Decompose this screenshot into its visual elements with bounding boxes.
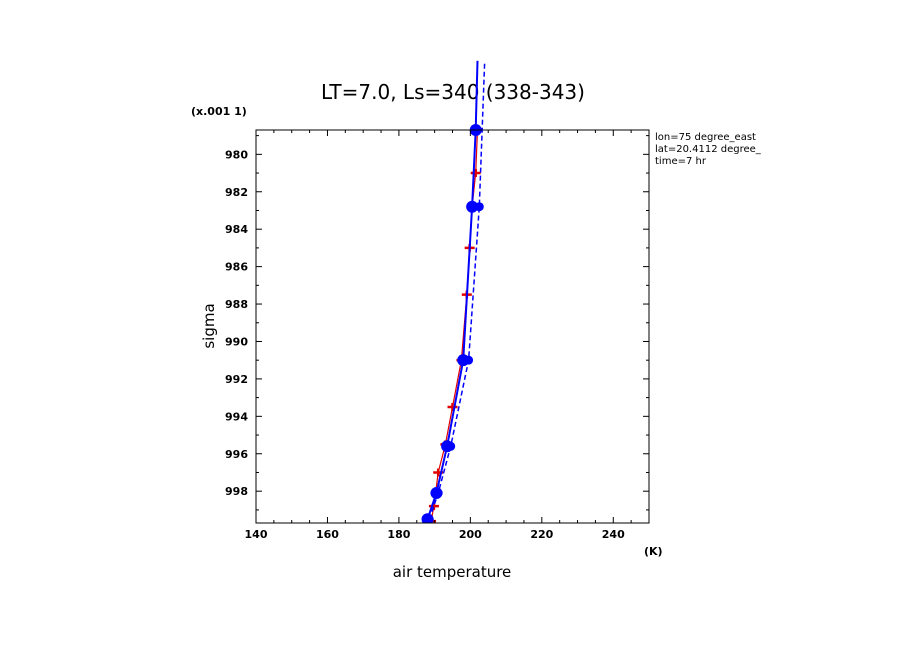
annotation-1: lat=20.4112 degree_ [655, 144, 762, 155]
blue-point-4 [466, 200, 479, 213]
blue-dashed-point-0 [424, 514, 434, 523]
x-tick-label-2: 180 [387, 528, 410, 541]
annotation-2: time=7 hr [655, 156, 707, 167]
y-tick-label-8: 996 [225, 448, 248, 461]
annotation-0: lon=75 degree_east [655, 132, 756, 143]
x-tick-label-4: 220 [530, 528, 553, 541]
chart-title: LT=7.0, Ls=340 (338-343) [321, 80, 585, 104]
x-axis-unit: (K) [644, 545, 663, 558]
y-tick-label-4: 988 [225, 298, 248, 311]
x-tick-label-3: 200 [459, 528, 482, 541]
plot-frame [255, 129, 650, 524]
blue-dashed-point-1 [433, 488, 443, 498]
y-tick-label-7: 994 [225, 410, 248, 423]
y-tick-label-6: 992 [225, 373, 248, 386]
y-tick-label-1: 982 [225, 186, 248, 199]
y-tick-label-0: 980 [225, 148, 248, 161]
y-tick-label-5: 990 [225, 335, 248, 348]
y-axis-unit: (x.001 1) [191, 105, 247, 118]
x-axis-title: air temperature [393, 563, 512, 581]
y-axis-title: sigma [200, 303, 218, 348]
series-layer [421, 60, 486, 523]
y-tick-label-2: 984 [225, 223, 248, 236]
red-point-9 [470, 169, 481, 178]
y-tick-label-3: 986 [225, 261, 248, 274]
series-red-line [430, 129, 479, 522]
blue-dashed-point-2 [446, 441, 456, 451]
x-tick-label-1: 160 [316, 528, 339, 541]
series-blue-dashed-line [428, 60, 486, 520]
y-tick-label-9: 998 [225, 485, 248, 498]
blue-dashed-point-4 [474, 202, 484, 212]
ticks-layer: 140 160 180 200 220 240 980 982 984 986 988 990 992 9… [225, 130, 650, 541]
red-point-4 [447, 402, 458, 411]
series-2 [424, 60, 486, 523]
blue-dashed-point-3 [464, 355, 474, 365]
x-tick-label-0: 140 [245, 528, 268, 541]
x-tick-label-5: 240 [602, 528, 625, 541]
